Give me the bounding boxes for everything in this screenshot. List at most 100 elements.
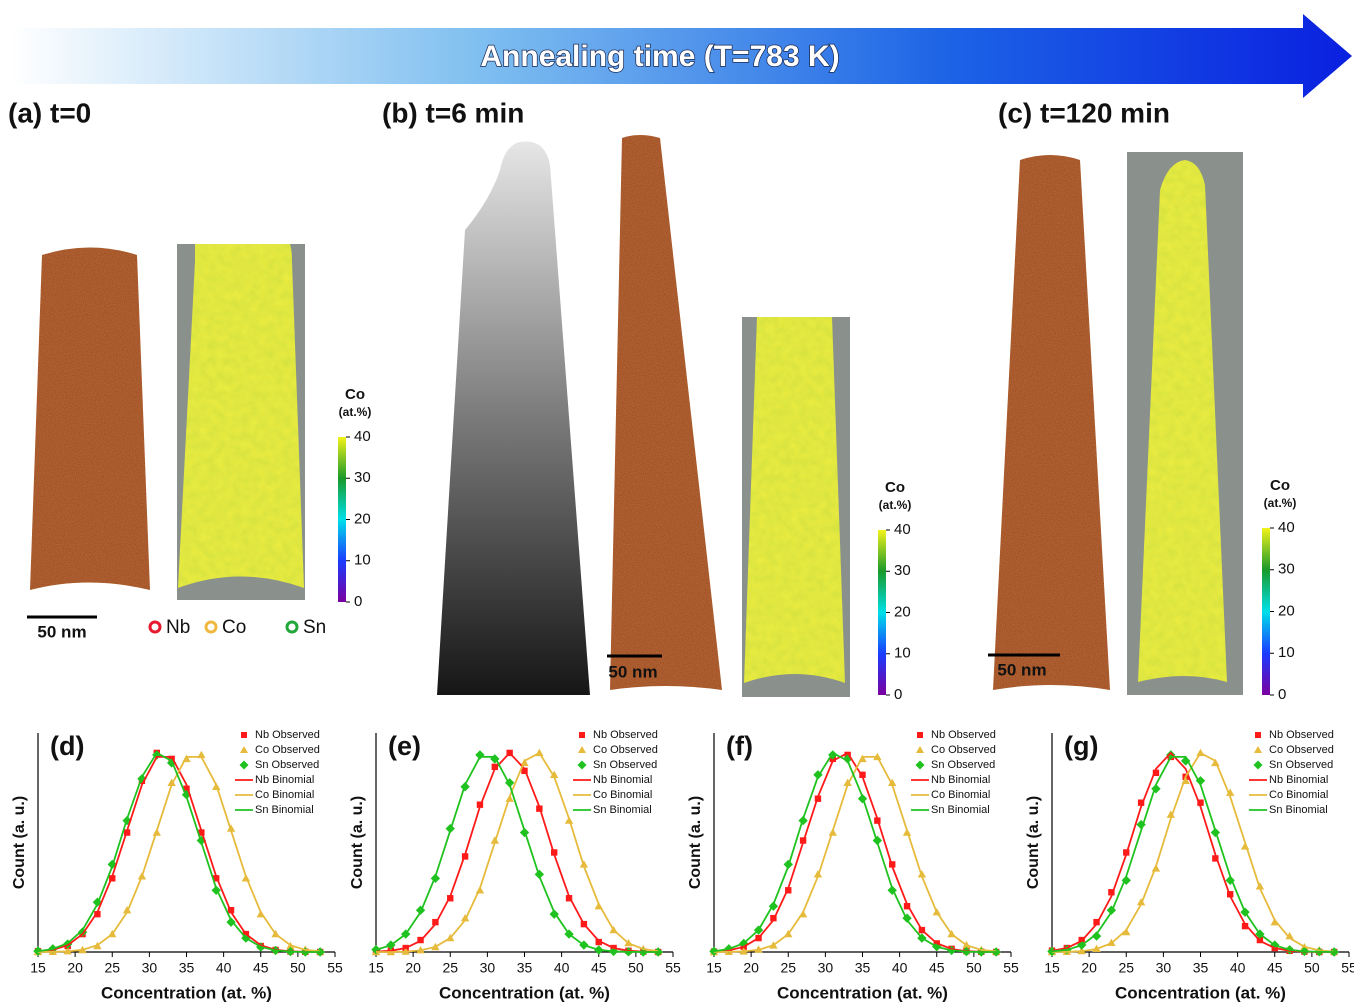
colorbar-unit: (at.%) xyxy=(339,405,372,419)
x-tick-label: 20 xyxy=(1081,960,1097,976)
x-tick-label: 35 xyxy=(1193,960,1209,976)
colorbar-unit: (at.%) xyxy=(879,498,912,512)
x-tick-label: 40 xyxy=(216,960,232,976)
x-tick-label: 55 xyxy=(1003,960,1019,976)
tem-image xyxy=(437,141,590,695)
legend-label: Sn Binomial xyxy=(1269,804,1328,816)
legend-label: Nb xyxy=(166,617,190,638)
colorbar-tick-label: 20 xyxy=(894,603,911,620)
x-tick-label: 30 xyxy=(142,960,158,976)
legend-marker xyxy=(578,746,586,753)
legend-label: Sn Binomial xyxy=(931,804,990,816)
observed-point xyxy=(1241,922,1249,930)
colorbar xyxy=(878,530,886,695)
binomial-line xyxy=(376,751,659,953)
y-axis-title: Count (a. u.) xyxy=(349,796,366,889)
x-tick-label: 45 xyxy=(1267,960,1283,976)
colorbar-title: Co xyxy=(345,386,365,403)
element-legend: Nb Co Sn xyxy=(148,617,326,638)
legend-label: Nb Observed xyxy=(1269,729,1334,741)
colorbar-title: Co xyxy=(1270,477,1290,494)
legend-marker xyxy=(916,746,924,753)
binomial-line xyxy=(1051,751,1335,953)
cross-section xyxy=(1138,160,1227,682)
observed-point xyxy=(432,918,439,926)
binomial-line xyxy=(37,755,321,953)
legend-label: Nb Binomial xyxy=(255,774,314,786)
observed-point xyxy=(1197,799,1204,806)
binomial-line xyxy=(713,751,997,953)
colorbars: Co (at.%) 0 10 20 30 40 Co (at.%) 0 10 20 30 40 Co (at.… xyxy=(338,386,1296,703)
y-axis-title: Count (a. u.) xyxy=(1025,796,1042,889)
observed-point xyxy=(447,895,454,902)
observed-point xyxy=(460,913,470,922)
colorbar-unit: (at.%) xyxy=(1264,496,1297,510)
y-axis-title: Count (a. u.) xyxy=(687,796,704,889)
legend-label: Co xyxy=(222,617,246,638)
observed-point xyxy=(1195,776,1206,786)
x-tick-label: 50 xyxy=(1304,960,1320,976)
panel-label: (b) t=6 min xyxy=(382,97,524,128)
observed-point xyxy=(843,778,852,786)
colorbar-tick-label: 10 xyxy=(1278,644,1295,661)
x-axis-title: Concentration (at. %) xyxy=(101,983,272,1002)
binomial-line xyxy=(713,755,997,953)
x-tick-label: 20 xyxy=(743,960,759,976)
observed-point xyxy=(1226,788,1235,796)
observed-point xyxy=(167,778,176,786)
colorbar-tick-label: 40 xyxy=(1278,519,1295,536)
x-tick-label: 25 xyxy=(1118,960,1134,976)
observed-point xyxy=(1091,931,1102,941)
observed-point xyxy=(859,771,866,779)
x-tick-label: 15 xyxy=(30,960,46,976)
colorbar xyxy=(338,437,346,602)
panel-label: (d) xyxy=(50,731,84,761)
atom-map xyxy=(610,135,722,690)
legend-label: Sn Binomial xyxy=(255,804,314,816)
x-axis-title: Concentration (at. %) xyxy=(777,983,948,1002)
observed-point xyxy=(1093,918,1100,926)
colorbar-tick-label: 40 xyxy=(894,521,911,538)
legend-marker xyxy=(204,620,218,634)
legend-label: Sn Observed xyxy=(255,759,319,771)
x-tick-label: 30 xyxy=(480,960,496,976)
legend-label: Co Observed xyxy=(255,744,320,756)
observed-point xyxy=(94,910,101,918)
colorbar-tick-label: 0 xyxy=(354,593,362,610)
observed-point xyxy=(315,947,325,957)
observed-point xyxy=(1225,875,1235,886)
x-tick-label: 15 xyxy=(1044,960,1060,976)
observed-point xyxy=(1136,819,1146,830)
atom-map xyxy=(30,247,150,590)
panel-label: (a) t=0 xyxy=(8,97,91,128)
legend-marker xyxy=(577,760,587,770)
legend-label: Nb Observed xyxy=(255,729,320,741)
x-tick-label: 25 xyxy=(442,960,458,976)
colorbar-tick-label: 0 xyxy=(1278,686,1286,703)
charts: 15 20 25 30 35 40 45 50 55 Concentration (at. %) C… xyxy=(11,729,1354,1003)
observed-point xyxy=(595,938,602,946)
observed-point xyxy=(565,895,573,902)
scale-bar-label: 50 nm xyxy=(997,660,1046,679)
legend-label: Nb Observed xyxy=(593,729,658,741)
x-tick-label: 45 xyxy=(253,960,269,976)
binomial-line xyxy=(37,751,321,953)
binomial-line xyxy=(1051,755,1335,953)
legend-label: Nb Binomial xyxy=(1269,774,1328,786)
legend-label: Sn Observed xyxy=(931,759,995,771)
x-tick-label: 40 xyxy=(892,960,908,976)
x-tick-label: 15 xyxy=(706,960,722,976)
legend-label: Co Binomial xyxy=(1269,789,1328,801)
panel-label: (f) xyxy=(726,731,753,761)
banner-arrow xyxy=(10,14,1352,98)
colorbar-tick-label: 30 xyxy=(894,562,911,579)
x-tick-label: 45 xyxy=(591,960,607,976)
panel-label: (c) t=120 min xyxy=(998,97,1170,128)
colorbar-tick-label: 20 xyxy=(354,510,371,527)
colorbar-tick-label: 30 xyxy=(354,469,371,486)
legend-marker xyxy=(1253,760,1263,770)
observed-point xyxy=(828,750,838,760)
legend-marker xyxy=(239,760,249,770)
x-tick-label: 55 xyxy=(327,960,343,976)
x-tick-label: 35 xyxy=(517,960,533,976)
